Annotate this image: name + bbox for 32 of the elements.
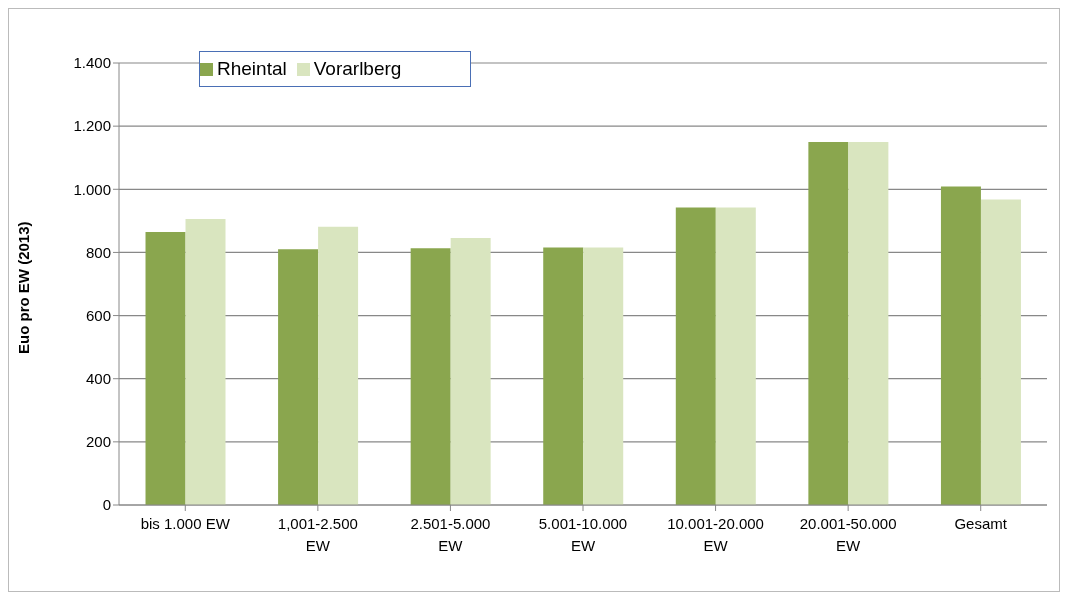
y-tick-label: 600 [85, 306, 111, 324]
bar [410, 248, 451, 505]
bar [715, 207, 756, 505]
y-tick-label: 200 [85, 433, 111, 451]
bar [543, 247, 584, 505]
bar [145, 231, 186, 505]
x-tick-label: 1,001-2.500 EW [277, 515, 358, 554]
y-tick-label: 400 [85, 370, 111, 388]
x-tick-label: bis 1.000 EW [140, 515, 231, 532]
y-tick-label: 1.000 [73, 180, 111, 198]
x-tick-label: Gesamt [954, 515, 1008, 532]
x-tick-label: 5.001-10.000 EW [538, 515, 628, 554]
legend-label: Rheintal [217, 58, 287, 79]
bar [675, 207, 716, 505]
y-tick-label: 1.400 [73, 54, 111, 72]
bar [318, 226, 359, 505]
x-tick-label: 10.001-20.000 EW [667, 515, 764, 554]
bar [583, 247, 624, 505]
bar [450, 237, 491, 505]
y-tick-label: 0 [102, 496, 111, 514]
bar [808, 141, 849, 505]
x-tick-label: 20.001-50.000 EW [799, 515, 897, 554]
bar [980, 199, 1021, 505]
bar [278, 249, 319, 505]
x-tick-label: 2.501-5.000 EW [410, 515, 491, 554]
legend-label: Vorarlberg [313, 58, 402, 79]
y-axis-title: Euo pro EW (2013) [15, 221, 33, 354]
bar [185, 218, 226, 505]
y-tick-label: 1.200 [73, 117, 111, 135]
y-tick-label: 800 [85, 243, 111, 261]
bar [940, 186, 981, 505]
bar [848, 141, 889, 505]
